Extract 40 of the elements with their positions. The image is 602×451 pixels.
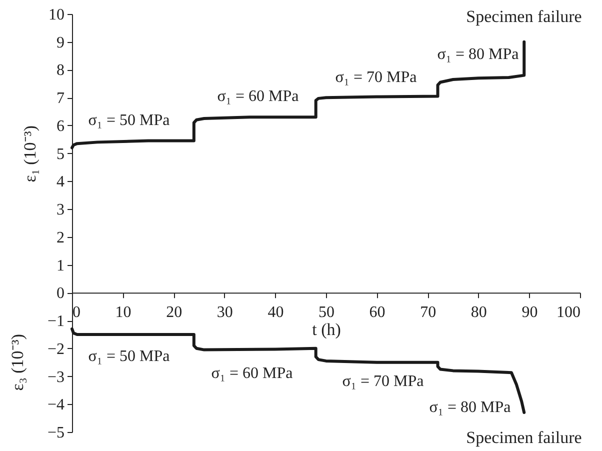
y-tick-label: 8 (56, 62, 64, 80)
annotation: Specimen failure (466, 428, 582, 447)
x-tick-label: 90 (522, 304, 538, 322)
annotation: σ₁ = 70 MPa (342, 373, 424, 390)
x-tick-label: 50 (318, 304, 334, 322)
y-tick-label: 2 (56, 229, 64, 246)
y-tick-label: 6 (56, 118, 64, 135)
y-tick-label: −2 (47, 340, 64, 358)
annotation: σ₁ = 50 MPa (88, 112, 170, 129)
x-tick-label: 70 (420, 304, 436, 322)
annotation: σ₁ = 60 MPa (217, 88, 299, 105)
y-tick-label: 5 (56, 146, 64, 163)
y-axis-title: ε₁ (10⁻³) (20, 125, 40, 182)
x-tick-label: 60 (369, 304, 386, 322)
annotation: Specimen failure (466, 7, 582, 26)
y-tick-label: 4 (56, 174, 64, 191)
text: ε₃ (10⁻³) (8, 334, 27, 391)
x-tick-label: 30 (216, 304, 233, 322)
annotation: σ₁ = 50 MPa (88, 348, 170, 365)
annotation: σ₁ = 60 MPa (211, 365, 293, 382)
y-tick-label: −5 (47, 424, 64, 442)
x-tick-label: 0 (72, 304, 80, 322)
y-tick-label: 0 (56, 285, 64, 302)
x-tick-label: 20 (166, 304, 182, 322)
y-tick-label: 3 (56, 202, 64, 219)
x-tick-label: 100 (556, 304, 580, 322)
y-tick-label: −3 (47, 368, 64, 386)
y-tick-label: 10 (48, 6, 64, 24)
annotation: σ₁ = 80 MPa (429, 399, 511, 416)
y-tick-label: 7 (56, 90, 64, 108)
x-tick-label: 80 (470, 304, 487, 322)
annotation: σ₁ = 80 MPa (437, 46, 519, 63)
y-tick-label: 9 (56, 34, 64, 52)
x-tick-label: 10 (115, 304, 132, 322)
y-tick-label: 1 (56, 257, 64, 274)
x-axis-title: t (h) (312, 320, 341, 340)
y-tick-label: −1 (47, 313, 64, 330)
annotation: σ₁ = 70 MPa (335, 69, 417, 86)
x-tick-label: 40 (268, 304, 284, 322)
y-tick-label: −4 (47, 396, 64, 414)
